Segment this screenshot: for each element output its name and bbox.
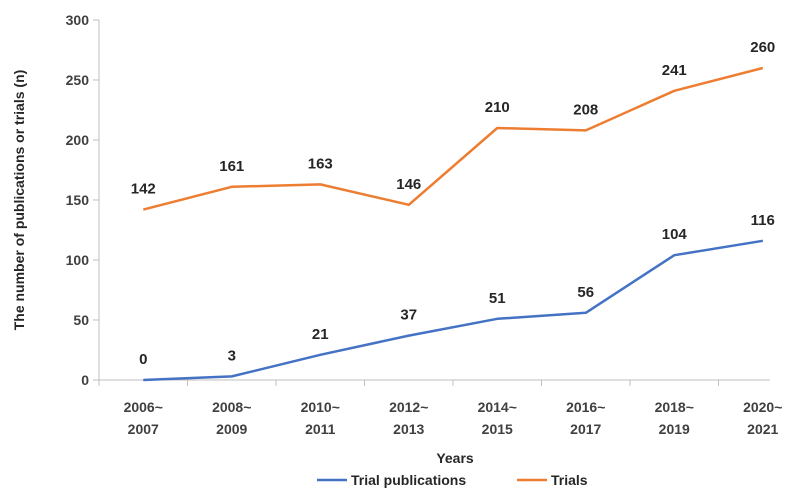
series-line-trial-publications — [143, 239, 764, 382]
x-tick-label-line: 2006~ — [124, 399, 163, 415]
x-tick-label-line: 2008~ — [212, 399, 251, 415]
y-tick-label: 250 — [66, 72, 90, 88]
data-label: 208 — [573, 101, 598, 118]
x-tick-label: 2008~ 2009 — [212, 399, 251, 437]
y-tick-label: 300 — [66, 12, 90, 28]
x-tick-label: 2012~ 2013 — [389, 399, 428, 437]
data-label: 21 — [312, 326, 329, 343]
data-label: 142 — [131, 181, 156, 198]
data-label: 56 — [577, 284, 594, 301]
y-axis: 0 50 100 150 200 250 300 — [66, 12, 100, 388]
x-tick-label-line: 2018~ — [655, 399, 694, 415]
x-tick-label-line: 2014~ — [478, 399, 517, 415]
y-tick-label: 50 — [73, 312, 89, 328]
x-tick-label: 2006~ 2007 — [124, 399, 163, 437]
y-tick-label: 150 — [66, 192, 90, 208]
data-label: 146 — [396, 176, 421, 193]
y-tick-label: 200 — [66, 132, 90, 148]
x-axis: 2006~ 2007 2008~ 2009 2010~ 2011 2012~ 2013 2014… — [98, 379, 782, 437]
x-tick-label-line: 2019 — [659, 421, 690, 437]
data-label: 161 — [219, 158, 244, 175]
legend-label: Trial publications — [351, 472, 466, 488]
x-tick-label-line: 2013 — [393, 421, 424, 437]
data-label: 241 — [662, 62, 687, 79]
series-lines — [142, 66, 764, 382]
data-label: 3 — [228, 347, 236, 364]
y-axis-title: The number of publications or trials (n) — [11, 70, 27, 331]
x-tick-label: 2016~ 2017 — [566, 399, 605, 437]
x-tick-label-line: 2021 — [747, 421, 778, 437]
x-tick-label-line: 2015 — [482, 421, 513, 437]
x-tick-label-line: 2016~ — [566, 399, 605, 415]
x-tick-label: 2020~ 2021 — [743, 399, 782, 437]
series-line-trials — [142, 66, 764, 211]
data-label: 104 — [662, 226, 688, 243]
legend-label: Trials — [551, 472, 588, 488]
x-tick-label-line: 2012~ — [389, 399, 428, 415]
data-label: 37 — [400, 307, 417, 324]
data-label: 0 — [139, 351, 147, 368]
data-label: 210 — [485, 99, 510, 116]
x-axis-title: Years — [436, 450, 474, 466]
x-tick-label: 2018~ 2019 — [655, 399, 694, 437]
legend: Trial publications Trials — [317, 472, 588, 488]
data-label: 116 — [751, 212, 775, 229]
x-tick-label: 2010~ 2011 — [301, 399, 340, 437]
x-tick-label-line: 2010~ — [301, 399, 340, 415]
data-label: 51 — [489, 290, 506, 307]
x-tick-label-line: 2020~ — [743, 399, 782, 415]
y-tick-label: 0 — [81, 372, 89, 388]
x-tick-label-line: 2011 — [305, 421, 336, 437]
x-tick-label-line: 2007 — [128, 421, 159, 437]
x-tick-label: 2014~ 2015 — [478, 399, 517, 437]
data-labels: 0 3 21 37 51 56 104 116 142 161 163 146 210 208 241 260 — [131, 39, 776, 368]
data-label: 163 — [308, 155, 333, 172]
x-tick-label-line: 2017 — [570, 421, 601, 437]
y-tick-label: 100 — [66, 252, 90, 268]
data-label: 260 — [750, 39, 775, 56]
x-tick-label-line: 2009 — [216, 421, 247, 437]
